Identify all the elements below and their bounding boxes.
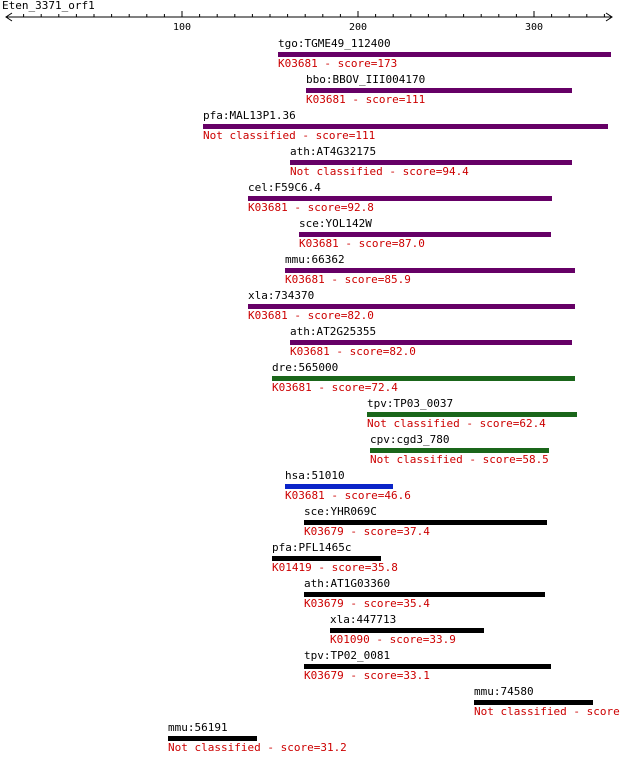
ruler-tick-label-300: 300 (525, 22, 543, 32)
hit-score-label: Not classified - score=32 (474, 705, 620, 718)
hit-score-label: K03681 - score=87.0 (299, 237, 425, 250)
hit-gene-link[interactable]: ath:AT4G32175 (290, 145, 377, 158)
hit-alignment-bar[interactable] (290, 340, 572, 345)
hit-score-label: K03681 - score=82.0 (248, 309, 374, 322)
ruler-right-arrow-icon (605, 12, 613, 22)
hit-score-label: Not classified - score=62.4 (367, 417, 546, 430)
hit-gene-link[interactable]: xla:447713 (330, 613, 397, 626)
hit-gene-link[interactable]: pfa:PFL1465c (272, 541, 352, 554)
hit-score-label: K03679 - score=37.4 (304, 525, 430, 538)
hit-score-label: Not classified - score=31.2 (168, 741, 347, 754)
ruler-tick-label-200: 200 (349, 22, 367, 32)
hit-alignment-bar[interactable] (304, 592, 545, 597)
hit-score-label: Not classified - score=58.5 (370, 453, 549, 466)
hit-alignment-bar[interactable] (272, 556, 381, 561)
hit-score-label: K03681 - score=92.8 (248, 201, 374, 214)
hit-alignment-bar[interactable] (367, 412, 577, 417)
hit-score-label: K03681 - score=46.6 (285, 489, 411, 502)
hit-score-label: K01419 - score=35.8 (272, 561, 398, 574)
hit-score-label: K03681 - score=72.4 (272, 381, 398, 394)
hit-alignment-bar[interactable] (304, 664, 551, 669)
gene-title: Eten_3371_orf1 (2, 0, 95, 12)
hit-alignment-bar[interactable] (168, 736, 257, 741)
hit-alignment-bar[interactable] (299, 232, 551, 237)
hit-alignment-bar[interactable] (370, 448, 549, 453)
hit-alignment-bar[interactable] (272, 376, 575, 381)
hit-alignment-bar[interactable] (248, 304, 575, 309)
hit-alignment-bar[interactable] (248, 196, 552, 201)
hit-gene-link[interactable]: tgo:TGME49_112400 (278, 37, 391, 50)
hit-gene-link[interactable]: cpv:cgd3_780 (370, 433, 450, 446)
ruler-left-arrow-icon (5, 12, 13, 22)
ruler-minor-ticks (23, 11, 605, 17)
hit-alignment-bar[interactable] (330, 628, 484, 633)
hit-score-label: Not classified - score=94.4 (290, 165, 469, 178)
hit-score-label: K01090 - score=33.9 (330, 633, 456, 646)
hit-gene-link[interactable]: tpv:TP03_0037 (367, 397, 454, 410)
hit-gene-link[interactable]: sce:YOL142W (299, 217, 372, 230)
hit-score-label: K03681 - score=85.9 (285, 273, 411, 286)
hit-gene-link[interactable]: hsa:51010 (285, 469, 345, 482)
hit-score-label: K03681 - score=173 (278, 57, 398, 70)
hit-score-label: K03681 - score=82.0 (290, 345, 416, 358)
hit-score-label: K03681 - score=111 (306, 93, 426, 106)
hit-alignment-bar[interactable] (474, 700, 593, 705)
hit-score-label: K03679 - score=33.1 (304, 669, 430, 682)
hit-alignment-bar[interactable] (285, 268, 575, 273)
hit-gene-link[interactable]: ath:AT1G03360 (304, 577, 391, 590)
hit-gene-link[interactable]: mmu:56191 (168, 721, 228, 734)
hit-alignment-bar[interactable] (290, 160, 572, 165)
hit-gene-link[interactable]: pfa:MAL13P1.36 (203, 109, 296, 122)
hit-gene-link[interactable]: sce:YHR069C (304, 505, 377, 518)
hit-gene-link[interactable]: dre:565000 (272, 361, 339, 374)
hit-gene-link[interactable]: xla:734370 (248, 289, 315, 302)
hit-gene-link[interactable]: tpv:TP02_0081 (304, 649, 391, 662)
hit-alignment-bar[interactable] (203, 124, 608, 129)
hit-gene-link[interactable]: mmu:66362 (285, 253, 345, 266)
ruler-tick-label-100: 100 (173, 22, 191, 32)
position-ruler: 100 200 300 (5, 11, 613, 32)
hit-gene-link[interactable]: cel:F59C6.4 (248, 181, 321, 194)
hit-alignment-bar[interactable] (285, 484, 393, 489)
hit-alignment-bar[interactable] (278, 52, 611, 57)
hit-gene-link[interactable]: mmu:74580 (474, 685, 534, 698)
hit-gene-link[interactable]: ath:AT2G25355 (290, 325, 377, 338)
hit-alignment-bar[interactable] (304, 520, 547, 525)
hit-alignment-bar[interactable] (306, 88, 572, 93)
hit-gene-link[interactable]: bbo:BBOV_III004170 (306, 73, 426, 86)
hit-score-label: Not classified - score=111 (203, 129, 376, 142)
hit-score-label: K03679 - score=35.4 (304, 597, 430, 610)
